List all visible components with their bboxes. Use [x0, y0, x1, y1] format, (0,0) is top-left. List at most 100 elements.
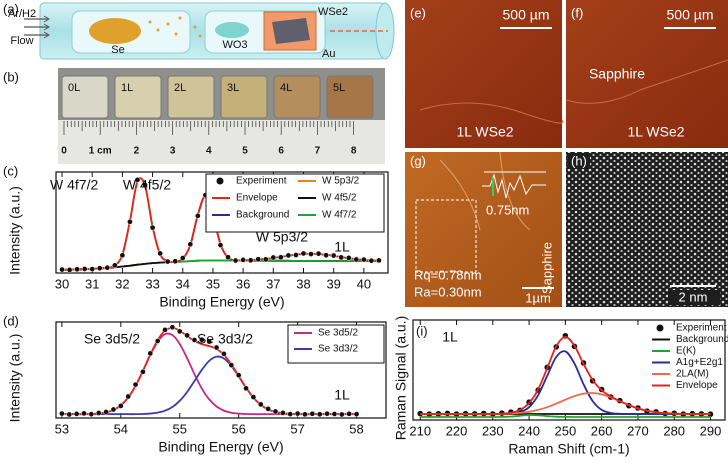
- data-point: [345, 255, 352, 261]
- panel-label: (e): [410, 5, 426, 20]
- legend-label: Experiment: [676, 323, 727, 334]
- ruler-label: 2: [134, 146, 140, 157]
- x-tick-label: 240: [518, 423, 540, 438]
- data-point: [147, 350, 154, 357]
- legend-marker: [656, 324, 664, 332]
- series-line: [420, 414, 711, 418]
- ruler-label: 3: [170, 146, 176, 157]
- annotation: W 5p3/2: [256, 229, 308, 245]
- sample-label: 1L WSe2: [627, 124, 684, 140]
- x-tick-label: 35: [206, 276, 220, 291]
- panel-g: (g) 0.75nm Rq=0.78nm Ra=0.30nm Sapphire …: [405, 151, 562, 307]
- panel-label: (h): [571, 153, 587, 168]
- data-point: [353, 411, 360, 418]
- ra-label: Ra=0.30nm: [414, 284, 482, 299]
- data-point: [315, 250, 322, 257]
- data-point: [103, 409, 109, 415]
- sample-label: 2L: [174, 82, 186, 94]
- se-label: Se: [111, 44, 124, 56]
- y-axis-label: Intensity (a.u.): [7, 186, 23, 275]
- panel-label: (c): [3, 163, 18, 178]
- data-point: [262, 256, 269, 263]
- series-line: [420, 350, 711, 415]
- data-point: [88, 411, 95, 418]
- legend-label: Background: [236, 210, 289, 221]
- wse2-flake: [272, 18, 310, 44]
- data-point: [59, 410, 65, 417]
- data-point: [104, 264, 111, 271]
- data-point: [272, 408, 279, 415]
- annotation: 1L: [334, 387, 350, 403]
- data-point: [225, 254, 231, 261]
- afm-line: [439, 151, 531, 231]
- annotation: 1L: [442, 329, 458, 345]
- data-point: [95, 410, 102, 416]
- sample-label: 1L WSe2: [456, 124, 513, 140]
- data-point: [81, 410, 87, 417]
- data-point: [280, 410, 286, 416]
- x-axis-label: Binding Energy (eV): [159, 294, 284, 310]
- data-point: [127, 218, 133, 225]
- data-point: [66, 267, 73, 273]
- panel-label: (b): [3, 69, 19, 84]
- ruler-label: 7: [315, 146, 321, 157]
- x-tick-label: 58: [349, 421, 363, 436]
- chart: (d) 53 54 55 56 57 58 Binding Energy (eV) Intens…: [3, 313, 387, 455]
- data-point: [149, 224, 156, 231]
- ruler-label: 4: [206, 146, 212, 157]
- data-point: [213, 344, 220, 351]
- data-point: [184, 332, 190, 339]
- x-tick-label: 34: [176, 276, 190, 291]
- data-point: [376, 257, 382, 264]
- data-point: [232, 257, 239, 264]
- data-point: [198, 336, 205, 343]
- data-point: [309, 410, 316, 417]
- data-point: [134, 176, 141, 183]
- data-point: [243, 385, 249, 392]
- x-tick-label: 260: [591, 423, 613, 438]
- x-axis-label: Binding Energy (eV): [158, 439, 283, 455]
- zoom-box: [415, 199, 477, 273]
- legend-label: A1g+E2g1: [676, 357, 723, 368]
- wo3-label: WO3: [222, 39, 247, 51]
- data-point: [255, 256, 262, 263]
- stem-image: [566, 152, 728, 307]
- sample-label: 4L: [280, 82, 292, 94]
- legend-label: Envelope: [676, 380, 718, 391]
- x-tick-label: 55: [173, 421, 187, 436]
- panel-b: (b) 0L 1L 2L 3L 4L 5L 0 1 cm 2 3 4 5 6 7 8: [3, 68, 385, 164]
- se-vapor: [148, 16, 202, 38]
- data-point: [157, 250, 163, 257]
- legend-label: Envelope: [236, 193, 278, 204]
- data-point: [217, 242, 224, 248]
- data-point: [287, 411, 294, 417]
- chart: (i) 210 220 230 240 250 260 270 280 290 Raman Shif…: [393, 316, 728, 457]
- data-point: [162, 327, 168, 333]
- x-tick-label: 54: [114, 421, 128, 436]
- data-point: [294, 410, 301, 417]
- panel-h: (h) 2 nm: [566, 152, 728, 307]
- data-point: [308, 251, 314, 257]
- data-point: [125, 393, 132, 400]
- data-point: [293, 252, 299, 258]
- data-point: [316, 411, 323, 418]
- data-point: [140, 368, 146, 375]
- data-point: [112, 262, 118, 269]
- panel-f: (f) 500 µm Sapphire 1L WSe2: [565, 0, 728, 148]
- x-tick-label: 36: [236, 276, 250, 291]
- x-tick-label: 33: [145, 276, 159, 291]
- data-point: [66, 411, 73, 418]
- x-tick-label: 270: [627, 423, 649, 438]
- data-point: [206, 338, 213, 345]
- data-point: [278, 254, 284, 261]
- data-point: [346, 411, 353, 417]
- data-point: [117, 403, 124, 409]
- legend-label: Se 3d3/2: [318, 344, 358, 355]
- annotation: Se 3d3/2: [197, 331, 253, 347]
- scale-label: 1µm: [525, 290, 551, 305]
- panel-a: (a) Ar/H2 Flow Se WO3 WSe2 Au: [3, 1, 395, 60]
- flow-label: Flow: [10, 35, 33, 47]
- data-point: [74, 266, 80, 273]
- legend-label: W 4f7/2: [322, 210, 357, 221]
- data-point: [338, 254, 345, 261]
